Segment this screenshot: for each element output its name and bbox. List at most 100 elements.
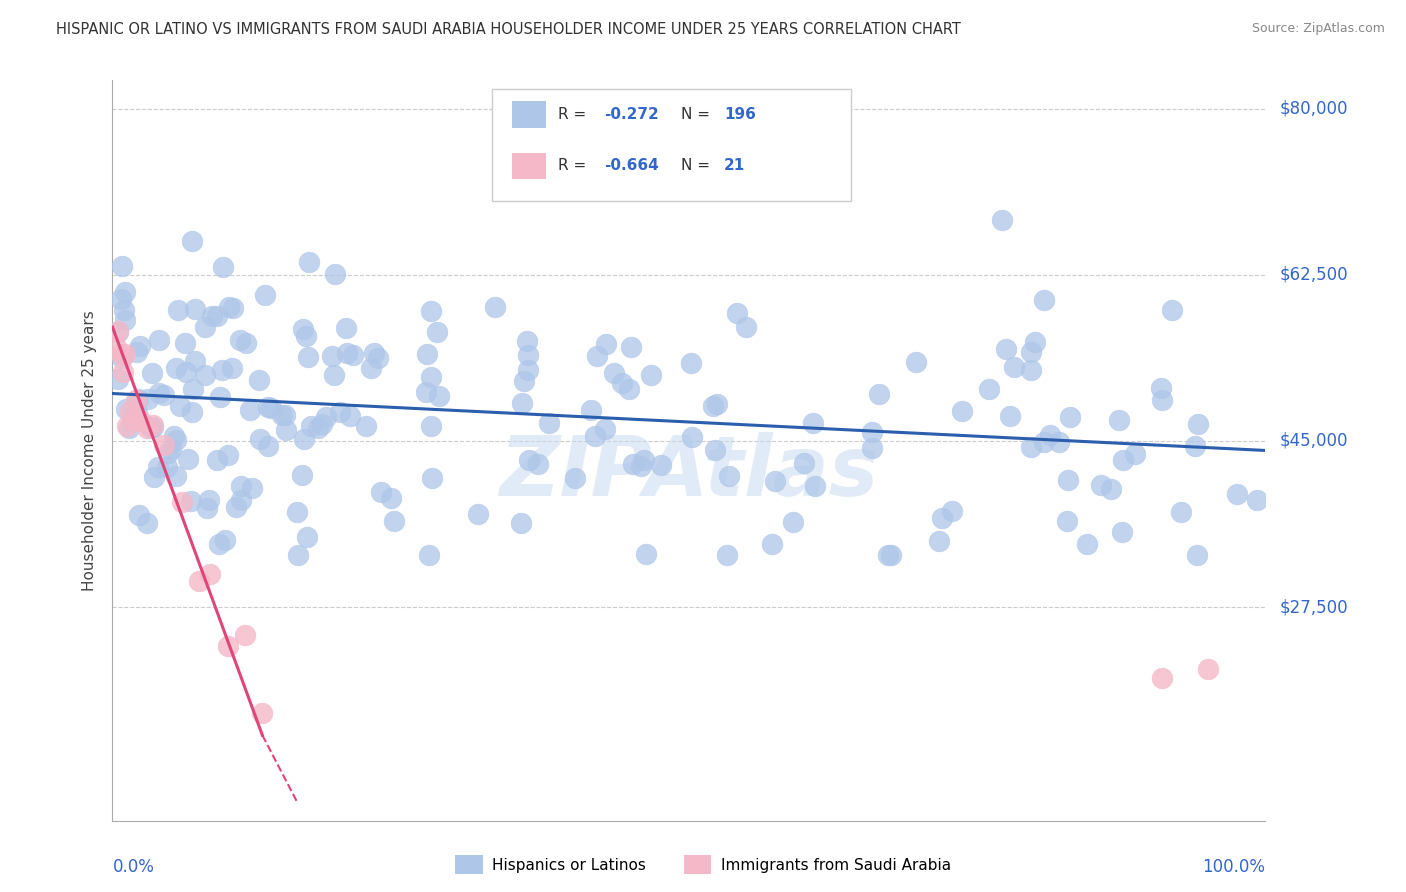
Point bbox=[879, 548, 901, 562]
Point bbox=[110, 347, 132, 361]
Point bbox=[527, 457, 550, 471]
Text: $62,500: $62,500 bbox=[1279, 266, 1348, 284]
Point bbox=[363, 346, 385, 360]
Y-axis label: Householder Income Under 25 years: Householder Income Under 25 years bbox=[82, 310, 97, 591]
Point bbox=[194, 319, 217, 334]
Point bbox=[1246, 492, 1268, 507]
Point bbox=[249, 373, 271, 387]
Point bbox=[239, 403, 262, 417]
Point bbox=[177, 451, 200, 466]
Point bbox=[114, 347, 136, 361]
Point bbox=[218, 300, 240, 314]
Point bbox=[308, 421, 330, 435]
Point bbox=[118, 403, 141, 417]
Point bbox=[249, 432, 271, 446]
Point bbox=[950, 404, 973, 418]
Point bbox=[761, 537, 783, 551]
Point bbox=[271, 408, 294, 422]
Point bbox=[1032, 293, 1054, 307]
Point bbox=[297, 531, 319, 545]
Point bbox=[342, 348, 364, 362]
Point bbox=[633, 452, 655, 467]
Point bbox=[292, 322, 315, 336]
Point bbox=[135, 516, 157, 530]
Text: 196: 196 bbox=[724, 107, 756, 121]
Point bbox=[1021, 363, 1043, 377]
Point bbox=[208, 390, 231, 404]
Point bbox=[979, 382, 1001, 396]
Point bbox=[1187, 417, 1209, 431]
Point bbox=[467, 507, 489, 521]
Point bbox=[735, 320, 758, 334]
Point bbox=[141, 421, 163, 435]
Point bbox=[205, 453, 228, 467]
Point bbox=[519, 453, 541, 467]
Point bbox=[323, 368, 346, 382]
Point bbox=[679, 356, 702, 370]
Point bbox=[110, 293, 132, 307]
Point bbox=[860, 442, 883, 456]
Point bbox=[115, 401, 138, 416]
Point bbox=[205, 310, 228, 324]
Point bbox=[285, 505, 308, 519]
Point bbox=[197, 493, 219, 508]
Point bbox=[517, 363, 540, 377]
Point bbox=[136, 421, 159, 435]
Point bbox=[122, 413, 145, 427]
Point bbox=[104, 340, 127, 354]
Point bbox=[420, 471, 443, 485]
Point bbox=[994, 342, 1017, 356]
Point bbox=[339, 409, 361, 423]
Point bbox=[991, 213, 1014, 227]
Point bbox=[174, 335, 197, 350]
Point bbox=[367, 351, 389, 365]
Point bbox=[315, 410, 337, 425]
Point bbox=[107, 325, 129, 339]
Text: $45,000: $45,000 bbox=[1279, 432, 1348, 450]
Point bbox=[1090, 478, 1112, 492]
Point bbox=[1152, 393, 1174, 408]
Point bbox=[148, 333, 170, 347]
Point bbox=[297, 351, 319, 365]
Point bbox=[235, 335, 257, 350]
Text: -0.664: -0.664 bbox=[605, 159, 659, 173]
Point bbox=[142, 418, 165, 433]
Point bbox=[201, 309, 224, 323]
Point bbox=[229, 479, 252, 493]
Point bbox=[484, 300, 506, 314]
Point bbox=[420, 418, 443, 433]
Point bbox=[1047, 434, 1070, 449]
Point bbox=[1150, 671, 1173, 685]
Point bbox=[160, 442, 183, 457]
Point bbox=[904, 355, 927, 369]
Point bbox=[129, 339, 152, 353]
Point bbox=[183, 301, 205, 316]
Point bbox=[415, 385, 437, 400]
Point bbox=[127, 345, 149, 359]
Point bbox=[129, 414, 153, 428]
Point bbox=[181, 404, 204, 418]
Point bbox=[931, 511, 953, 525]
Point bbox=[166, 361, 188, 376]
Point bbox=[107, 325, 129, 339]
Point bbox=[155, 459, 177, 474]
Point bbox=[166, 303, 188, 318]
Text: ZIPAtlas: ZIPAtlas bbox=[499, 432, 879, 513]
Point bbox=[291, 468, 314, 483]
Point bbox=[208, 537, 231, 551]
Point bbox=[157, 446, 180, 460]
Text: 100.0%: 100.0% bbox=[1202, 858, 1265, 876]
Point bbox=[725, 306, 748, 320]
Point bbox=[111, 260, 134, 274]
Point bbox=[703, 442, 725, 457]
Point bbox=[650, 458, 672, 473]
Point bbox=[681, 430, 703, 444]
Point bbox=[128, 508, 150, 523]
Point bbox=[516, 334, 538, 348]
Point bbox=[621, 457, 644, 471]
Point bbox=[1108, 413, 1130, 427]
Point bbox=[426, 325, 449, 339]
Point bbox=[153, 438, 176, 452]
Point bbox=[256, 439, 278, 453]
Point bbox=[630, 459, 652, 474]
